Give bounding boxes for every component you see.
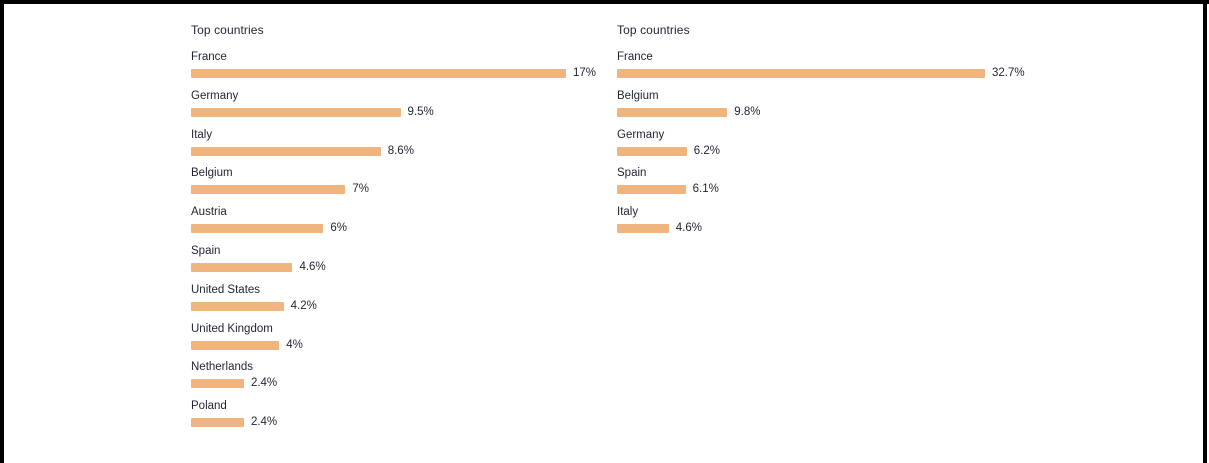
country-row: Germany 9.5% xyxy=(191,90,611,129)
country-name: Spain xyxy=(617,167,647,180)
country-share-bar xyxy=(191,262,293,272)
country-row: Italy 8.6% xyxy=(191,129,611,168)
country-share-bar xyxy=(617,69,985,78)
country-name: United Kingdom xyxy=(191,322,273,335)
country-share-bar xyxy=(617,107,728,117)
country-share-label: 4.6% xyxy=(675,222,702,235)
country-share-label: 4.2% xyxy=(290,299,317,312)
country-share-bar xyxy=(617,224,669,234)
frame-top-border xyxy=(0,0,1209,4)
country-row: United Kingdom 4% xyxy=(191,323,611,362)
country-row: Germany 6.2% xyxy=(617,129,1037,168)
country-share-label: 9.8% xyxy=(734,105,761,118)
country-share-bar xyxy=(191,340,280,350)
country-row: Netherlands 2.4% xyxy=(191,361,611,400)
country-share-label: 4% xyxy=(286,338,303,351)
country-name: Italy xyxy=(617,206,639,219)
country-share-bar xyxy=(191,418,244,428)
country-row: France 32.7% xyxy=(617,51,1037,90)
country-row: France 17% xyxy=(191,51,611,90)
country-share-bar xyxy=(191,69,566,78)
country-share-bar xyxy=(191,107,401,117)
country-name: Germany xyxy=(617,128,665,141)
country-share-label: 2.4% xyxy=(250,377,278,390)
country-share-label: 9.5% xyxy=(407,105,434,118)
country-name: Belgium xyxy=(617,89,659,102)
country-share-label: 17% xyxy=(573,67,597,79)
country-share-bar xyxy=(191,379,244,389)
country-name: Netherlands xyxy=(191,361,254,374)
top-countries-panel-2: Top countries France 32.7% Belgium 9.8% Germ… xyxy=(617,4,1037,444)
country-list: France 32.7% Belgium 9.8% Germany 6.2% Spain 6.… xyxy=(617,51,1037,245)
country-share-label: 7% xyxy=(352,183,370,196)
country-share-label: 32.7% xyxy=(992,67,1025,79)
country-row: Spain 4.6% xyxy=(191,245,611,284)
country-name: France xyxy=(191,51,227,63)
country-row: Poland 2.4% xyxy=(191,400,611,439)
country-name: Belgium xyxy=(191,167,233,180)
top-countries-panel-1: Top countries France 17% Germany 9.5% Italy 8… xyxy=(191,4,611,444)
country-name: Austria xyxy=(191,206,227,219)
country-name: United States xyxy=(191,283,261,296)
country-list: France 17% Germany 9.5% Italy 8.6% Belgium 7% Au… xyxy=(191,51,611,439)
country-share-label: 6.1% xyxy=(692,183,719,196)
country-row: Belgium 9.8% xyxy=(617,90,1037,129)
panel-title: Top countries xyxy=(617,23,690,37)
country-share-bar xyxy=(191,185,346,195)
frame-right-border xyxy=(1203,0,1207,463)
country-share-label: 6% xyxy=(330,222,347,235)
country-share-bar xyxy=(191,224,324,234)
country-name: Germany xyxy=(191,89,239,102)
country-row: Belgium 7% xyxy=(191,167,611,206)
country-share-bar xyxy=(617,185,686,195)
country-name: France xyxy=(617,51,653,63)
country-name: Italy xyxy=(191,128,213,141)
country-share-bar xyxy=(617,146,687,156)
frame-left-border xyxy=(0,0,4,463)
country-share-bar xyxy=(191,146,381,156)
country-name: Spain xyxy=(191,244,221,257)
country-row: Italy 4.6% xyxy=(617,206,1037,245)
country-share-bar xyxy=(191,301,284,311)
country-share-label: 6.2% xyxy=(693,144,720,157)
country-name: Poland xyxy=(191,400,227,413)
country-share-label: 8.6% xyxy=(387,144,414,157)
country-row: Spain 6.1% xyxy=(617,167,1037,206)
country-row: United States 4.2% xyxy=(191,284,611,323)
country-row: Austria 6% xyxy=(191,206,611,245)
panel-title: Top countries xyxy=(191,23,264,37)
country-share-label: 4.6% xyxy=(299,260,326,273)
country-share-label: 2.4% xyxy=(250,416,278,429)
